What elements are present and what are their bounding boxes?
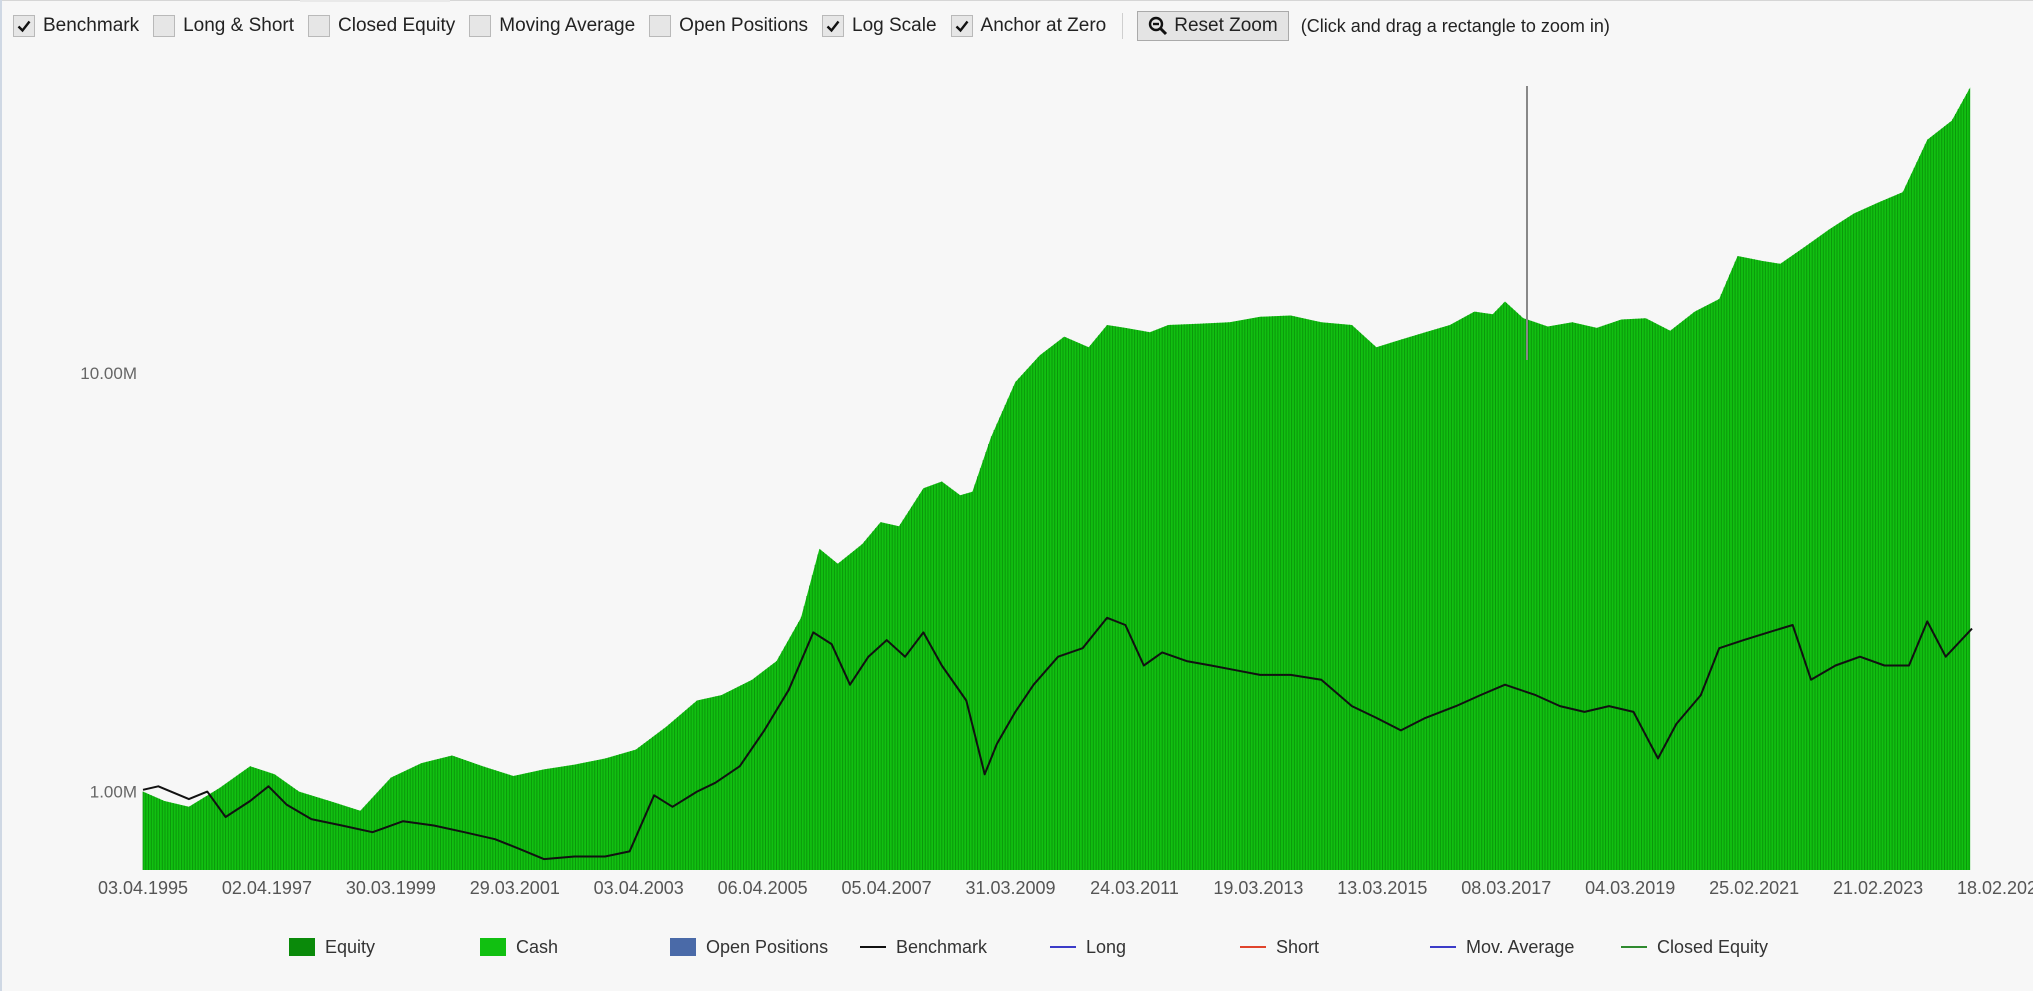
open-positions-checkbox[interactable]: Open Positions [649,15,808,37]
checkbox-box[interactable] [308,15,331,37]
x-tick-label: 19.03.2013 [1213,878,1303,898]
equity-bars [142,89,1970,870]
x-tick-label: 03.04.2003 [594,878,684,898]
checkbox-label: Log Scale [852,15,937,36]
x-tick-label: 05.04.2007 [842,878,932,898]
x-tick-label: 29.03.2001 [470,878,560,898]
cash-swatch [480,938,506,956]
chart-legend: Equity Cash Open Positions Benchmark Lon… [0,934,2033,964]
legend-label: Benchmark [896,936,988,957]
checkmark-icon [826,20,840,33]
top-border [0,0,2033,1]
legend-label: Open Positions [706,936,829,957]
long-short-checkbox[interactable]: Long & Short [153,15,294,37]
x-tick-label: 08.03.2017 [1461,878,1551,898]
checkbox-label: Benchmark [43,15,140,36]
short-swatch [1240,946,1266,948]
checkmark-icon [17,20,31,33]
x-tick-label: 18.02.2025 [1957,878,2033,898]
legend-label: Short [1276,936,1320,957]
checkbox-label: Open Positions [679,15,809,36]
x-tick-label: 24.03.2011 [1090,878,1179,898]
x-tick-label: 04.03.2019 [1585,878,1675,898]
legend-item-closed-equity[interactable]: Closed Equity [1621,934,1768,960]
legend-item-open-positions[interactable]: Open Positions [670,934,828,960]
legend-label: Closed Equity [1657,936,1769,957]
checkbox-label: Long & Short [183,15,295,36]
checkbox-box[interactable] [822,15,845,37]
legend-label: Equity [325,936,376,957]
checkbox-box[interactable] [13,15,35,37]
checkmark-icon [955,20,968,33]
zoom-out-icon [1149,16,1168,36]
checkbox-label: Moving Average [499,15,636,36]
legend-item-mov-average[interactable]: Mov. Average [1430,934,1574,960]
chart-toolbar: Benchmark Long & Short Closed Equity Mov… [0,0,2033,52]
checkbox-box[interactable] [649,15,672,37]
x-tick-label: 31.03.2009 [965,878,1055,898]
y-tick-label: 10.00M [80,364,137,383]
x-tick-label: 21.02.2023 [1833,878,1923,898]
closed-equity-swatch [1621,946,1647,948]
legend-label: Mov. Average [1466,936,1575,957]
x-tick-label: 03.04.1995 [98,878,188,898]
zoom-hint: (Click and drag a rectangle to zoom in) [1300,15,1610,36]
checkbox-label: Anchor at Zero [980,15,1107,36]
legend-label: Cash [516,936,559,957]
benchmark-checkbox[interactable]: Benchmark [13,15,139,37]
equity-swatch [289,938,315,956]
log-scale-checkbox[interactable]: Log Scale [822,15,937,37]
x-tick-label: 06.04.2005 [718,878,808,898]
moving-average-checkbox[interactable]: Moving Average [469,15,635,37]
reset-zoom-button[interactable]: Reset Zoom [1137,11,1289,41]
anchor-at-zero-checkbox[interactable]: Anchor at Zero [950,15,1107,37]
y-tick-label: 1.00M [90,783,137,802]
equity-area [143,87,1971,870]
left-border [0,0,2,991]
x-tick-label: 02.04.1997 [222,878,312,898]
toolbar-divider [1122,13,1124,39]
open-positions-swatch [670,938,696,956]
checkbox-label: Closed Equity [338,15,456,36]
tab-indicator [300,0,450,2]
legend-item-short[interactable]: Short [1240,934,1319,960]
long-swatch [1050,946,1076,948]
benchmark-swatch [860,946,886,948]
closed-equity-checkbox[interactable]: Closed Equity [308,15,455,37]
legend-item-benchmark[interactable]: Benchmark [860,934,987,960]
checkbox-box[interactable] [153,15,176,37]
checkbox-box[interactable] [469,15,492,37]
legend-label: Long [1086,936,1127,957]
checkbox-box[interactable] [950,15,973,37]
legend-item-equity[interactable]: Equity [289,934,375,960]
legend-item-long[interactable]: Long [1050,934,1126,960]
x-tick-label: 13.03.2015 [1337,878,1427,898]
mov-average-swatch [1430,946,1456,948]
x-tick-label: 25.02.2021 [1709,878,1799,898]
legend-item-cash[interactable]: Cash [480,934,558,960]
benchmark-line [142,616,1973,861]
reset-zoom-label: Reset Zoom [1174,15,1278,36]
equity-chart[interactable]: 1.00M 10.00M 03.04.1995 02.04.1997 30.03.199… [0,60,2033,920]
x-tick-label: 30.03.1999 [346,878,436,898]
